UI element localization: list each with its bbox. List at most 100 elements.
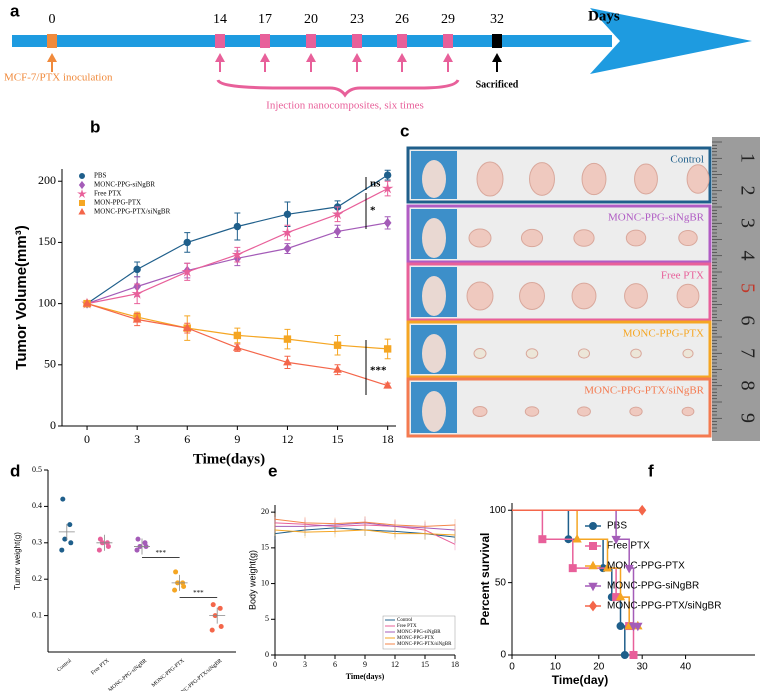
annotation: Sacrificed: [476, 79, 519, 90]
x-tick-label: MONC-PPG-PTX: [151, 658, 186, 689]
tumor: [676, 283, 700, 309]
x-tick-label: 18: [451, 660, 459, 669]
annotation: MCF-7/PTX inoculation: [4, 72, 113, 84]
annotation: *: [370, 205, 376, 217]
y-tick-label: 5: [265, 614, 269, 623]
marker: [383, 380, 393, 389]
arrow-head: [492, 53, 502, 62]
tumor: [466, 281, 494, 311]
marker: [233, 222, 242, 231]
legend-label: MONC-PPG-PTX/siNgBR: [94, 208, 171, 216]
marker: [283, 243, 292, 254]
ruler-label: 6: [736, 316, 758, 326]
legend-label: MONC-PPG-PTX/siNgBR: [397, 642, 452, 647]
arrow-head: [352, 53, 362, 62]
marker: [383, 345, 392, 353]
annotation: ***: [156, 549, 167, 557]
dot: [134, 547, 140, 553]
tumor: [476, 161, 504, 197]
tumor: [573, 229, 595, 247]
x-tick-label: 18: [382, 432, 394, 446]
dot: [62, 536, 68, 542]
ruler: [712, 137, 760, 441]
mouse: [422, 334, 446, 373]
marker: [78, 207, 86, 215]
day-label: 26: [395, 12, 409, 27]
y-tick-label: 0: [265, 650, 269, 659]
x-tick-label: 0: [273, 660, 277, 669]
x-axis-label: Time(days): [193, 451, 265, 467]
x-axis-label: Time(days): [346, 672, 385, 681]
panel-label: d: [10, 461, 20, 480]
marker: [572, 533, 582, 543]
legend-label: MON-PPG-PTX: [94, 199, 141, 207]
y-tick-label: 0.4: [32, 501, 42, 510]
tumor: [529, 162, 555, 196]
arrow-head: [47, 53, 57, 62]
x-tick-label: 6: [184, 432, 190, 446]
marker: [283, 210, 292, 218]
dot: [60, 496, 66, 502]
marker: [615, 591, 626, 601]
marker: [588, 582, 598, 592]
mouse: [422, 218, 446, 258]
legend-label: Free PTX: [397, 624, 417, 629]
annotation: ***: [370, 365, 387, 377]
day-label: 0: [49, 12, 56, 27]
arrow-head: [306, 53, 316, 62]
tumor: [571, 282, 597, 310]
marker: [538, 535, 547, 544]
legend-label: Free PTX: [94, 190, 121, 198]
marker: [588, 600, 598, 612]
marker: [183, 238, 191, 247]
panel-label: e: [268, 461, 277, 480]
tumor: [681, 406, 695, 417]
mean-line: [209, 607, 226, 624]
row-label: Control: [670, 154, 704, 166]
y-tick-label: 20: [261, 507, 269, 516]
legend-label: MONC-PPG-PTX/siNgBR: [607, 601, 721, 612]
day-marker: [215, 34, 225, 48]
x-tick-label: Free PTX: [90, 658, 110, 676]
day-label: 14: [213, 12, 227, 27]
ruler-label: 3: [736, 218, 758, 228]
marker: [78, 180, 86, 190]
series-line: [275, 522, 456, 531]
x-tick-label: 10: [550, 662, 562, 673]
x-tick-label: 3: [303, 660, 307, 669]
y-tick-label: 0: [500, 650, 506, 661]
marker: [381, 182, 394, 194]
x-tick-label: 9: [234, 432, 240, 446]
ruler-label: 2: [736, 186, 758, 196]
marker: [383, 171, 392, 179]
arrow-head: [260, 53, 270, 62]
legend-label: PBS: [607, 521, 627, 532]
photo-row: [406, 320, 712, 379]
x-tick-label: 15: [332, 432, 344, 446]
marker: [616, 622, 625, 631]
mouse: [422, 276, 446, 316]
dot: [217, 605, 223, 611]
marker: [283, 357, 292, 366]
ruler-label: 1: [736, 153, 758, 163]
y-tick-label: 10: [261, 578, 269, 587]
mean-line: [96, 534, 113, 551]
tumor: [678, 229, 698, 247]
dot: [97, 536, 103, 542]
marker: [232, 342, 242, 351]
ruler-label: 9: [736, 413, 758, 423]
dot: [172, 587, 178, 593]
y-tick-label: 0.1: [32, 610, 42, 619]
y-axis-label: Body weight(g): [247, 550, 257, 610]
marker: [132, 314, 142, 323]
x-tick-label: 3: [134, 432, 140, 446]
tumor: [625, 229, 647, 247]
marker: [568, 564, 577, 573]
tumor: [524, 406, 540, 417]
mean-line: [58, 523, 75, 540]
y-tick-label: 50: [44, 357, 56, 371]
dot: [209, 627, 215, 633]
marker: [233, 331, 242, 340]
panel-label: a: [10, 1, 20, 20]
